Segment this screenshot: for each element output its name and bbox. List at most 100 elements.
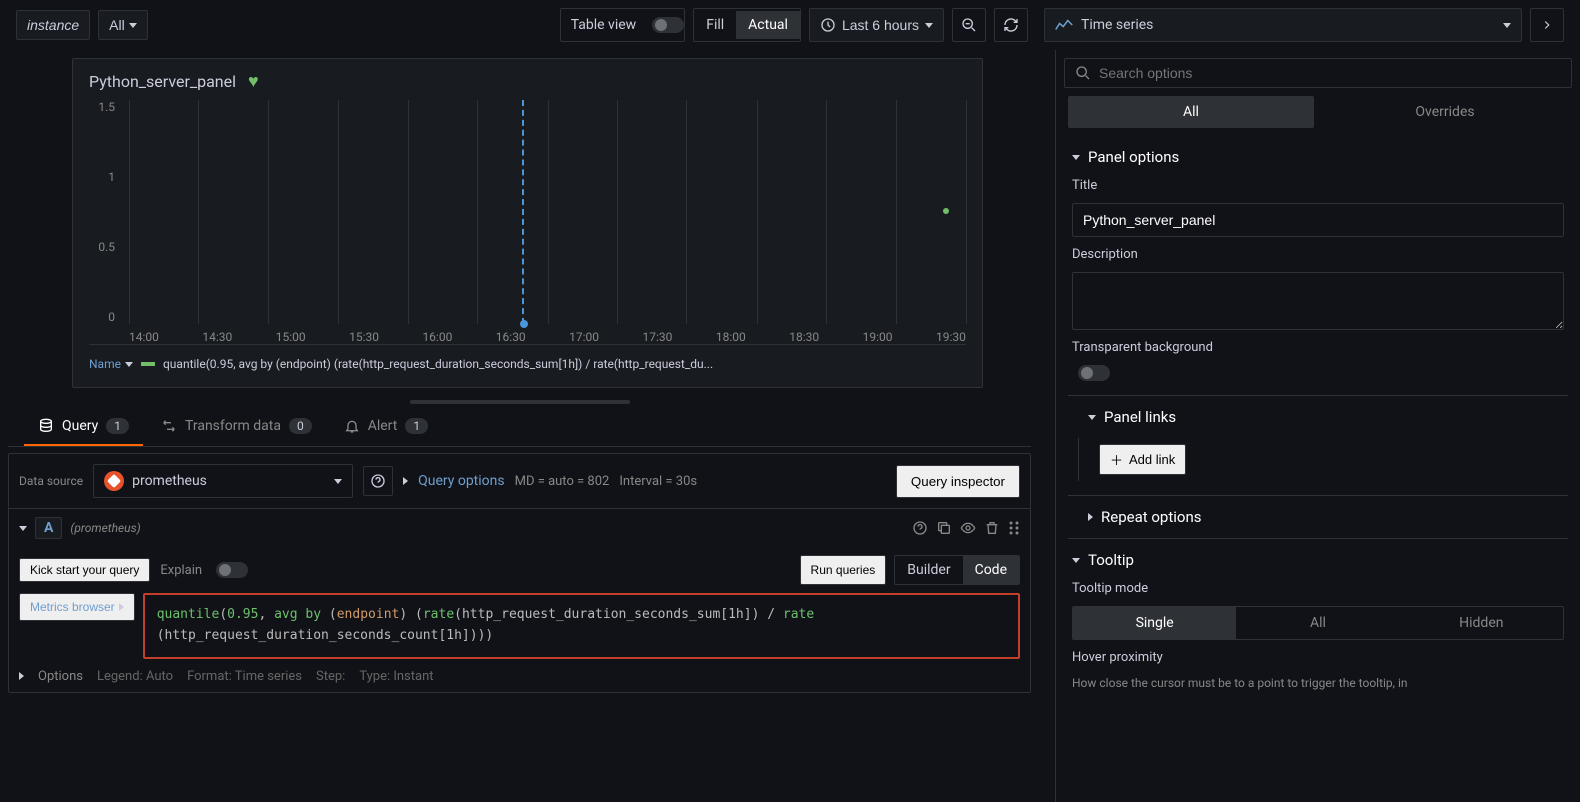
- transparent-bg-toggle[interactable]: [1078, 365, 1110, 381]
- chart-area[interactable]: 1.5 1 0.5 0: [89, 100, 966, 345]
- x-tick: 14:00: [129, 330, 159, 344]
- drag-query-handle[interactable]: [1008, 520, 1020, 536]
- tooltip-section-label: Tooltip: [1088, 551, 1134, 569]
- query-letter[interactable]: A: [35, 517, 62, 539]
- resize-handle[interactable]: [410, 400, 630, 404]
- legend-name-label: Name: [89, 357, 121, 371]
- top-toolbar: instance All Table view Fill Actual Last…: [0, 0, 1580, 50]
- query-options-expand[interactable]: [403, 473, 408, 489]
- grip-icon: [1008, 520, 1020, 536]
- code-segment[interactable]: Code: [963, 556, 1019, 584]
- collapse-query-icon[interactable]: [19, 526, 27, 531]
- explain-toggle[interactable]: Explain: [160, 562, 248, 578]
- toggle-query-visibility-button[interactable]: [960, 520, 976, 536]
- search-options-wrap[interactable]: [1064, 58, 1572, 88]
- chevron-down-icon: [925, 23, 933, 28]
- fill-segment[interactable]: Fill: [694, 11, 736, 39]
- code-editor-row: Metrics browser quantile(0.95, avg by (e…: [19, 593, 1020, 659]
- delete-query-button[interactable]: [984, 520, 1000, 536]
- hover-proximity-desc: How close the cursor must be to a point …: [1072, 675, 1564, 692]
- tab-query[interactable]: Query 1: [24, 408, 143, 446]
- x-tick: 14:30: [202, 330, 232, 344]
- tooltip-mode-label: Tooltip mode: [1072, 581, 1564, 596]
- chevron-down-icon: [334, 479, 342, 484]
- section-panel-options[interactable]: Panel options: [1068, 136, 1568, 178]
- tab-transform-label: Transform data: [185, 418, 281, 434]
- help-icon: [912, 520, 928, 536]
- query-inspector-button[interactable]: Query inspector: [896, 465, 1020, 498]
- x-tick: 18:30: [789, 330, 819, 344]
- section-tooltip[interactable]: Tooltip: [1068, 538, 1568, 581]
- description-textarea[interactable]: [1072, 272, 1564, 330]
- query-action-icons: [912, 520, 1020, 536]
- tab-transform[interactable]: Transform data 0: [147, 408, 326, 446]
- builder-segment[interactable]: Builder: [895, 556, 962, 584]
- chevron-down-icon: [129, 23, 137, 28]
- chevron-right-icon[interactable]: [19, 672, 24, 680]
- y-tick: 1.5: [89, 100, 119, 114]
- panel-links-tree: ＋ Add link: [1078, 438, 1564, 481]
- duplicate-query-button[interactable]: [936, 520, 952, 536]
- clock-icon: [820, 17, 836, 33]
- transform-icon: [161, 418, 177, 434]
- side-tabs: All Overrides: [1056, 96, 1580, 136]
- actual-segment[interactable]: Actual: [736, 11, 800, 39]
- refresh-icon: [1003, 17, 1019, 33]
- collapse-sidepane-button[interactable]: [1530, 8, 1564, 42]
- query-help-button[interactable]: [912, 520, 928, 536]
- tooltip-mode-hidden[interactable]: Hidden: [1400, 607, 1563, 639]
- side-tab-all[interactable]: All: [1068, 96, 1314, 128]
- chevron-down-icon: [1072, 558, 1080, 563]
- query-body: Data source prometheus Query options MD …: [8, 453, 1031, 693]
- run-queries-button[interactable]: Run queries: [800, 555, 887, 585]
- chevron-right-icon: [1540, 18, 1554, 32]
- time-range-picker[interactable]: Last 6 hours: [809, 8, 944, 42]
- options-label[interactable]: Options: [38, 669, 83, 684]
- table-view-toggle[interactable]: Table view: [560, 8, 686, 42]
- sidepanel-search-row: [1056, 50, 1580, 96]
- panel-options-label: Panel options: [1088, 148, 1179, 166]
- legend-row: Name quantile(0.95, avg by (endpoint) (r…: [89, 351, 966, 371]
- trash-icon: [984, 520, 1000, 536]
- title-field-label: Title: [1072, 178, 1564, 193]
- y-tick: 0.5: [89, 240, 119, 254]
- copy-icon: [936, 520, 952, 536]
- legend-text[interactable]: quantile(0.95, avg by (endpoint) (rate(h…: [163, 357, 713, 371]
- md-meta-text: MD = auto = 802: [515, 474, 610, 489]
- side-tab-overrides[interactable]: Overrides: [1322, 96, 1568, 128]
- y-axis: 1.5 1 0.5 0: [89, 100, 119, 324]
- datasource-select[interactable]: prometheus: [93, 464, 353, 498]
- promql-editor[interactable]: quantile(0.95, avg by (endpoint) (rate(h…: [143, 593, 1020, 659]
- query-options-link[interactable]: Query options: [418, 473, 505, 489]
- query-tabs: Query 1 Transform data 0 Alert 1: [8, 408, 1031, 447]
- format-meta: Format: Time series: [187, 669, 302, 684]
- plus-icon: ＋: [1110, 450, 1123, 469]
- builder-code-segment: Builder Code: [894, 555, 1020, 585]
- panel-type-dropdown[interactable]: Time series: [1044, 8, 1522, 42]
- x-tick: 17:00: [569, 330, 599, 344]
- x-tick: 16:00: [422, 330, 452, 344]
- instance-value-label: All: [109, 17, 125, 33]
- tooltip-mode-single[interactable]: Single: [1073, 607, 1236, 639]
- tooltip-mode-all[interactable]: All: [1236, 607, 1399, 639]
- instance-variable-button[interactable]: instance: [16, 10, 90, 40]
- side-content[interactable]: Panel options Title Description Transpar…: [1056, 136, 1580, 802]
- zoom-out-button[interactable]: [952, 8, 986, 42]
- heart-icon[interactable]: ♥: [248, 71, 259, 92]
- cursor-line: [522, 100, 524, 324]
- chevron-down-icon: [125, 362, 133, 367]
- kick-start-button[interactable]: Kick start your query: [19, 558, 150, 582]
- tab-query-badge: 1: [106, 418, 129, 434]
- metrics-browser-button[interactable]: Metrics browser: [19, 593, 135, 621]
- refresh-button[interactable]: [994, 8, 1028, 42]
- legend-name-button[interactable]: Name: [89, 357, 133, 371]
- section-panel-links[interactable]: Panel links: [1068, 395, 1568, 438]
- section-repeat-options[interactable]: Repeat options: [1068, 495, 1568, 538]
- search-options-input[interactable]: [1099, 65, 1561, 81]
- main-row: Python_server_panel ♥ 1.5 1 0.5 0: [0, 50, 1580, 802]
- tab-alert[interactable]: Alert 1: [330, 408, 442, 446]
- title-input[interactable]: [1072, 203, 1564, 237]
- add-link-button[interactable]: ＋ Add link: [1099, 444, 1186, 475]
- instance-value-dropdown[interactable]: All: [98, 10, 148, 40]
- datasource-help-button[interactable]: [363, 466, 393, 496]
